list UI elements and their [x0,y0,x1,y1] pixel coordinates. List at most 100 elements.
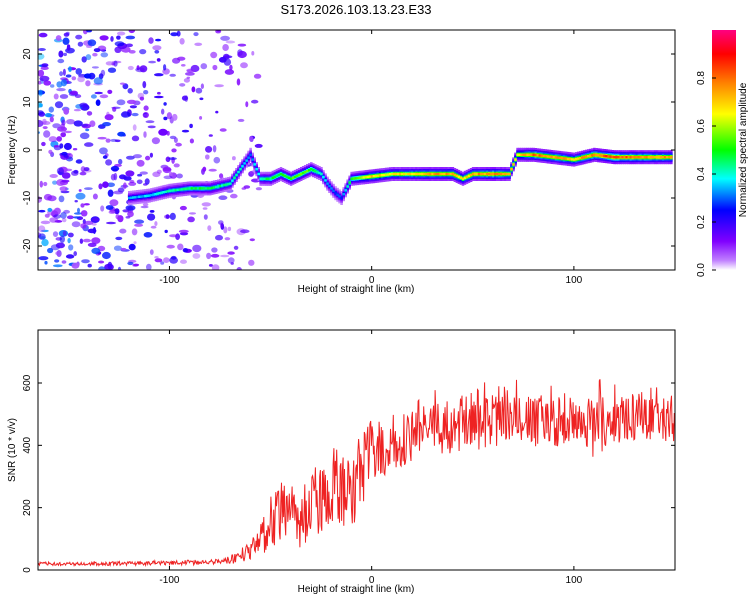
noise-speck [218,195,228,200]
noise-speck [107,89,113,94]
ridge-cell [384,173,388,176]
ridge-cell [635,156,639,159]
noise-speck [154,221,158,227]
noise-speck [133,154,142,159]
noise-speck [71,221,81,228]
noise-speck [95,99,101,106]
ridge-cell [229,182,232,185]
ridge-cell [394,172,398,176]
noise-speck [61,179,70,183]
noise-speck [248,259,255,266]
ridge-cell [599,154,602,157]
noise-speck [80,210,88,217]
ridge-cell [670,156,673,159]
noise-speck [86,30,92,33]
noise-speck [113,190,124,195]
noise-speck [38,225,46,233]
ridge-cell [255,168,258,171]
ridge-cell [257,172,260,176]
ridge-cell [492,172,495,176]
noise-speck [38,89,43,97]
ridge-cell [380,174,384,177]
y-tick-label: 400 [22,437,33,454]
x-tick-label: 100 [566,275,583,286]
ridge-cell [627,156,631,159]
noise-speck [163,102,167,106]
ridge-cell [279,172,283,176]
noise-speck [131,112,139,117]
ridge-cell [589,154,592,157]
noise-speck [215,110,219,114]
noise-speck [128,181,137,186]
noise-speck [179,205,187,211]
noise-speck [100,205,105,212]
noise-speck [145,120,155,124]
noise-speck [63,142,72,151]
noise-speck [38,120,44,127]
ridge-cell [607,155,610,158]
noise-speck [52,123,61,129]
noise-speck [86,45,92,48]
ridge-cell [471,172,475,176]
ridge-cell [639,156,643,159]
noise-speck [84,142,94,147]
noise-speck [114,41,125,47]
ridge-cell [560,157,564,160]
noise-speck [41,63,49,68]
noise-speck [75,159,83,164]
noise-speck [42,118,47,125]
ridge-cell [166,190,169,193]
colorbar-tick-label: 0.4 [696,167,707,181]
noise-speck [146,263,152,270]
ridge-cell [233,176,236,179]
noise-speck [61,218,67,223]
noise-speck [74,212,82,215]
noise-speck [129,105,137,109]
noise-speck [102,122,111,127]
noise-speck [213,156,221,164]
spectrogram-x-label: Height of straight line (km) [298,284,415,295]
ridge-cell [200,187,204,190]
snr-x-label: Height of straight line (km) [298,584,415,595]
noise-speck [155,38,162,42]
ridge-cell [455,174,459,178]
noise-speck [90,94,97,99]
noise-speck [120,247,127,251]
ridge-cell [643,156,647,159]
noise-speck [87,228,97,234]
noise-speck [108,210,116,215]
noise-speck [125,205,136,211]
noise-speck [116,31,126,36]
noise-speck [85,80,91,87]
noise-speck [93,77,103,85]
noise-speck [171,113,178,121]
ridge-cell [581,156,584,159]
ridge-cell [593,153,596,156]
ridge-cell [392,172,396,176]
noise-speck [147,125,156,129]
ridge-cell [665,156,669,159]
noise-speck [187,216,195,223]
noise-speck [40,66,49,70]
noise-speck [144,178,150,185]
colorbar-tick-label: 0.6 [696,119,707,133]
noise-speck [236,78,241,86]
ridge-cell [352,177,356,180]
ridge-cell [520,153,523,156]
noise-speck [192,244,202,253]
ridge-cell [312,169,315,172]
noise-speck [84,220,94,225]
ridge-cell [431,172,434,176]
ridge-cell [374,174,378,178]
ridge-cell [324,179,327,182]
noise-speck [125,170,135,177]
ridge-cell [261,177,265,180]
noise-speck [223,58,232,66]
ridge-cell [251,158,254,161]
ridge-cell [552,156,556,159]
noise-speck [170,255,177,260]
noise-speck [80,223,87,229]
ridge-cell [170,189,174,192]
ridge-cell [558,156,562,160]
